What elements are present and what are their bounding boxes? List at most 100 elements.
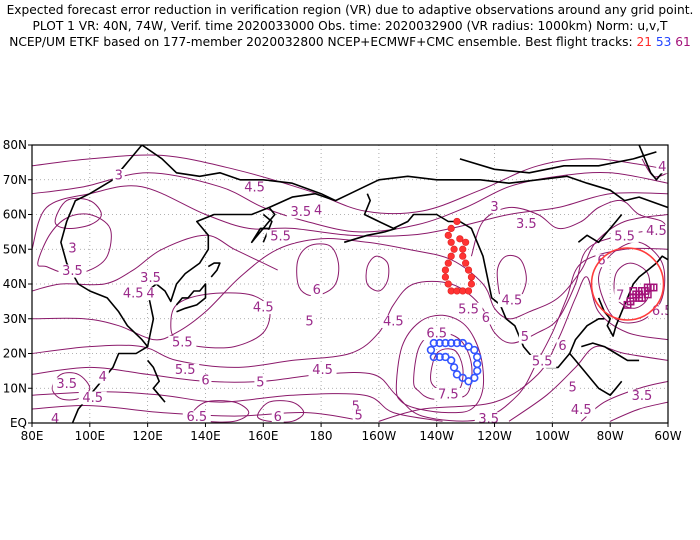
contour-label-bg bbox=[512, 217, 541, 231]
contour-label-bg bbox=[379, 314, 408, 328]
contour-label-bg bbox=[518, 330, 531, 344]
lon-tick-label: 80E bbox=[21, 429, 44, 443]
coastline-segment bbox=[146, 206, 276, 347]
lat-tick-label: EQ bbox=[10, 416, 27, 430]
blue-track-point bbox=[435, 338, 444, 348]
title-line-3: NCEP/UM ETKF based on 177-member 2020032… bbox=[0, 35, 700, 49]
contour-label-bg bbox=[119, 287, 148, 301]
contour-label-bg bbox=[454, 302, 483, 316]
lon-tick-label: 140W bbox=[419, 429, 454, 443]
contour-label: 3.5 bbox=[56, 377, 77, 392]
contour-label: 5 bbox=[256, 375, 264, 390]
contour-line bbox=[32, 172, 668, 233]
lat-tick-label: 30N bbox=[3, 312, 27, 326]
blue-track-point bbox=[473, 366, 482, 376]
contour-label: 6 bbox=[482, 311, 490, 326]
blue-track-point bbox=[470, 373, 479, 383]
contour-label-bg bbox=[112, 169, 125, 183]
contour-line bbox=[32, 234, 278, 292]
contour-label: 3.5 bbox=[291, 205, 312, 220]
lon-tick-label: 180 bbox=[310, 429, 333, 443]
lat-tick-label: 70N bbox=[3, 173, 27, 187]
coastline-segment bbox=[146, 359, 166, 403]
lat-tick-label: 60N bbox=[3, 208, 27, 222]
purple-track-point bbox=[643, 290, 652, 299]
blue-track-point bbox=[429, 352, 439, 362]
contour-label-bg bbox=[352, 408, 365, 422]
contour-label: 4.5 bbox=[571, 403, 592, 418]
coastline-segment bbox=[577, 213, 623, 244]
contour-label-bg bbox=[627, 389, 656, 403]
verification-region-circle bbox=[590, 247, 665, 321]
red-track-point bbox=[447, 224, 455, 232]
contour-line bbox=[32, 185, 668, 250]
contour-label-bg bbox=[271, 410, 284, 423]
contour-label-bg bbox=[474, 412, 503, 423]
contour-label-bg bbox=[96, 370, 109, 384]
title-line-3-text: NCEP/UM ETKF based on 177-member 2020032… bbox=[9, 35, 633, 49]
contour-line bbox=[296, 243, 340, 297]
contour-label: 4 bbox=[51, 412, 59, 427]
flight-tracks bbox=[426, 217, 665, 386]
lat-tick-label: 10N bbox=[3, 381, 27, 395]
contour-label: 7.5 bbox=[438, 387, 459, 402]
blue-track-point bbox=[435, 352, 444, 362]
contour-label-bg bbox=[566, 380, 579, 394]
contour-label-bg bbox=[78, 391, 107, 405]
contour-label-bg bbox=[266, 229, 295, 243]
blue-track-point bbox=[452, 338, 462, 348]
contour-label: 6.5 bbox=[426, 327, 447, 342]
red-track-point bbox=[444, 259, 452, 267]
contour-label-bg bbox=[58, 264, 87, 278]
red-track-point bbox=[459, 252, 467, 260]
title-line-2: PLOT 1 VR: 40N, 74W, Verif. time 2020033… bbox=[32, 19, 668, 33]
blue-track-point bbox=[473, 359, 482, 369]
contour-label: 5 bbox=[355, 408, 363, 423]
blue-track-point bbox=[464, 377, 473, 386]
red-track-point bbox=[462, 238, 470, 246]
red-track-point bbox=[459, 245, 467, 253]
contour-label: 7 bbox=[616, 288, 624, 303]
purple-track-point bbox=[649, 283, 658, 292]
red-track-point bbox=[444, 280, 452, 288]
contour-label-bg bbox=[528, 354, 557, 368]
contour-label-bg bbox=[168, 335, 197, 349]
contour-label: 5.5 bbox=[172, 335, 193, 350]
contour-label-bg bbox=[66, 241, 79, 255]
contour-label-bg bbox=[310, 283, 323, 297]
contour-label: 4.5 bbox=[253, 301, 274, 316]
coastline-segment bbox=[262, 213, 273, 243]
contour-label: 3 bbox=[115, 169, 123, 184]
coastline-segment bbox=[343, 227, 397, 244]
lat-tick-label: 80N bbox=[3, 138, 27, 152]
contour-label-bg bbox=[497, 294, 526, 308]
contour-label: 5 bbox=[521, 330, 529, 345]
contour-label-bg bbox=[171, 363, 200, 377]
contour-line bbox=[598, 241, 666, 324]
red-track-point bbox=[467, 280, 476, 288]
contour-label: 3.5 bbox=[516, 217, 537, 232]
red-track-point bbox=[464, 266, 473, 274]
red-track-point bbox=[441, 266, 450, 274]
contour-label-bg bbox=[614, 288, 627, 302]
contour-label-bg bbox=[488, 200, 501, 214]
lat-tick-label: 50N bbox=[3, 242, 27, 256]
contour-line bbox=[395, 314, 485, 414]
contour-label: 5.5 bbox=[532, 354, 553, 369]
red-track-point bbox=[450, 245, 458, 253]
red-track-point bbox=[456, 235, 464, 243]
lon-tick-label: 160E bbox=[248, 429, 279, 443]
contour-label-bg bbox=[303, 314, 316, 328]
contour-label: 3.5 bbox=[62, 264, 83, 279]
lon-tick-label: 140E bbox=[190, 429, 221, 443]
red-track-point bbox=[453, 217, 461, 226]
contour-label-bg bbox=[136, 271, 165, 285]
red-track-point bbox=[447, 238, 455, 246]
blue-track-point bbox=[426, 345, 436, 355]
contour-label-bg bbox=[182, 410, 211, 423]
red-track-point bbox=[444, 231, 452, 239]
contour-label-bg bbox=[648, 304, 668, 318]
contour-line bbox=[365, 255, 390, 292]
contour-line bbox=[470, 199, 668, 257]
